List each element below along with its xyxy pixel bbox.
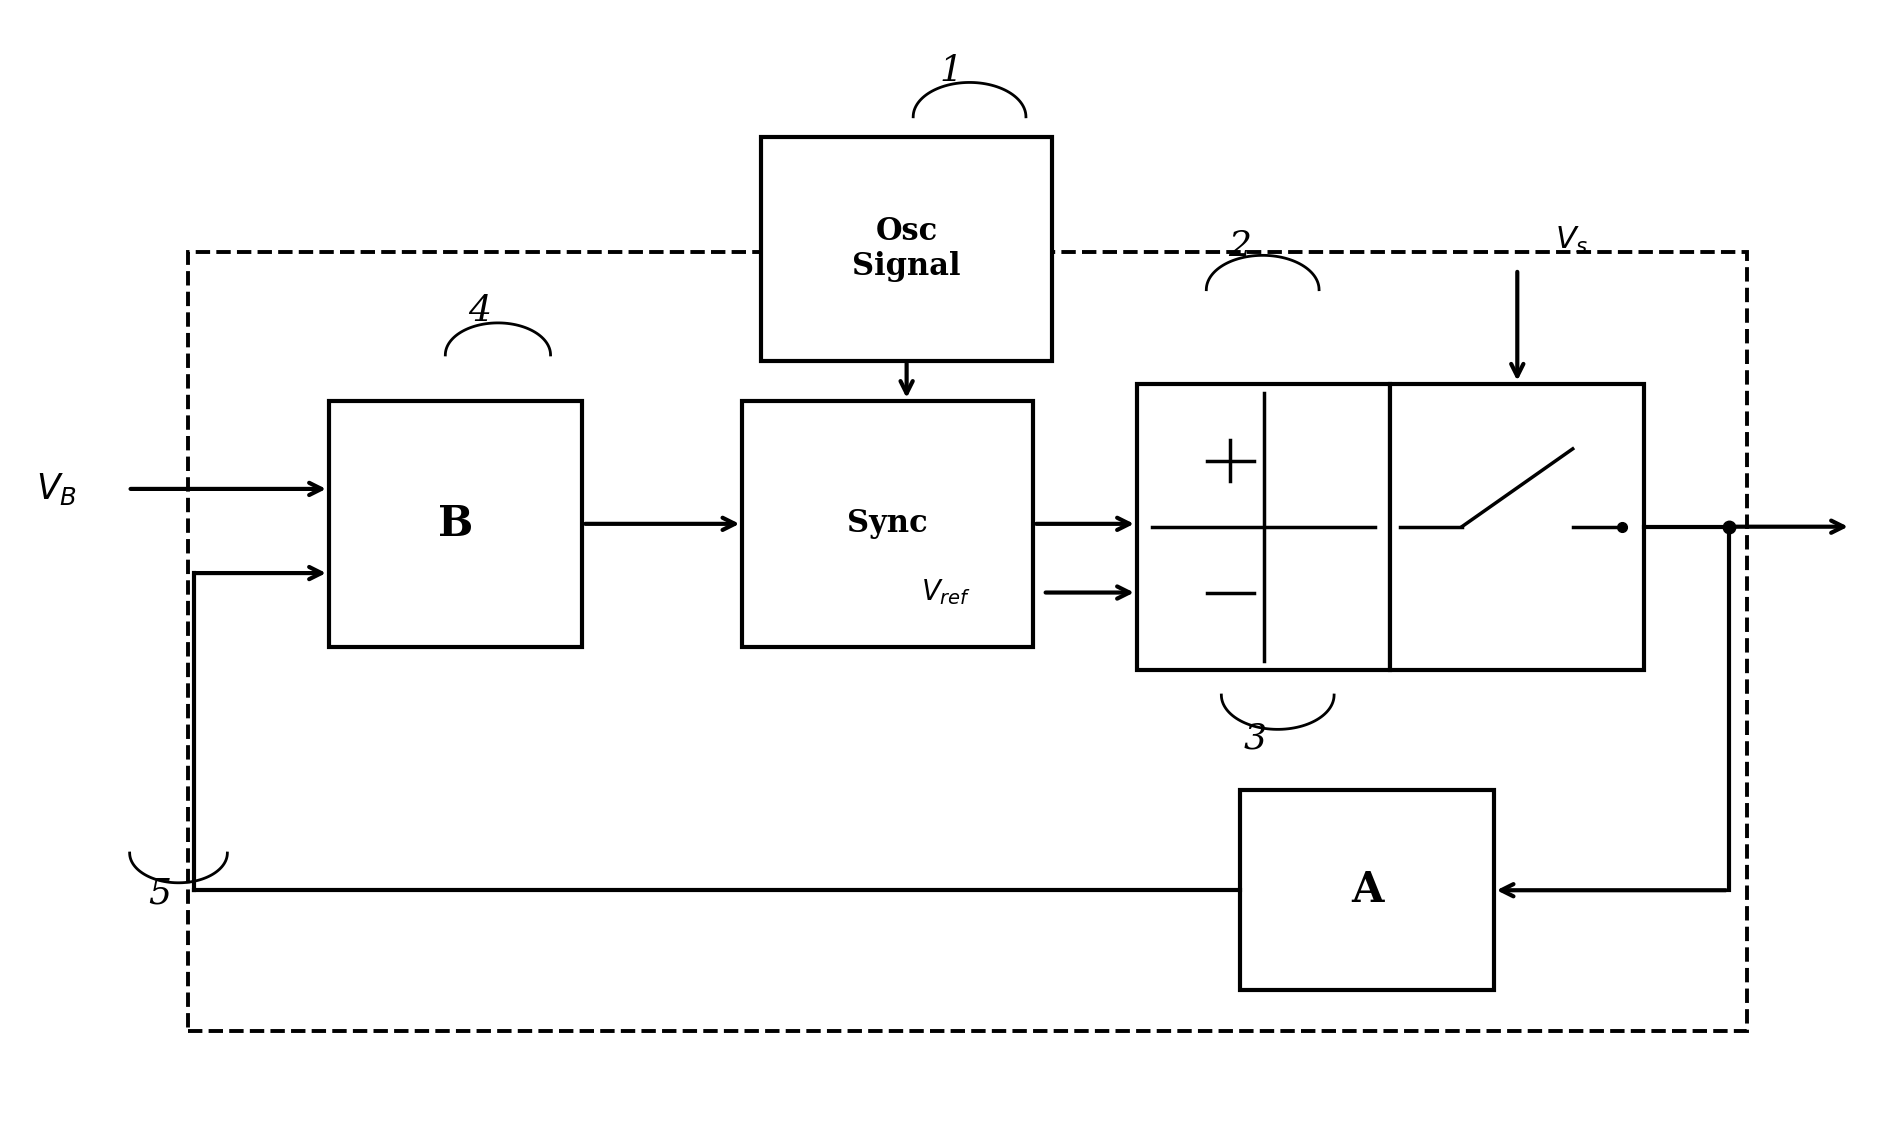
Text: 5: 5 xyxy=(148,876,171,910)
Text: 4: 4 xyxy=(468,294,490,329)
Text: 2: 2 xyxy=(1229,229,1251,263)
Bar xyxy=(1137,384,1390,670)
Text: $V_s$: $V_s$ xyxy=(1554,224,1588,256)
Text: B: B xyxy=(438,503,474,545)
Bar xyxy=(742,401,1033,647)
Text: A: A xyxy=(1351,869,1383,911)
Text: $V_B$: $V_B$ xyxy=(36,471,77,507)
Bar xyxy=(1390,384,1644,670)
Text: Sync: Sync xyxy=(847,508,928,539)
Bar xyxy=(1240,790,1494,990)
Bar xyxy=(188,252,1747,1030)
Text: $V_{ref}$: $V_{ref}$ xyxy=(921,577,971,608)
Bar xyxy=(329,401,582,647)
Text: 3: 3 xyxy=(1244,721,1266,756)
Text: 1: 1 xyxy=(940,54,962,88)
Bar xyxy=(761,137,1052,361)
Text: Osc
Signal: Osc Signal xyxy=(853,215,960,283)
